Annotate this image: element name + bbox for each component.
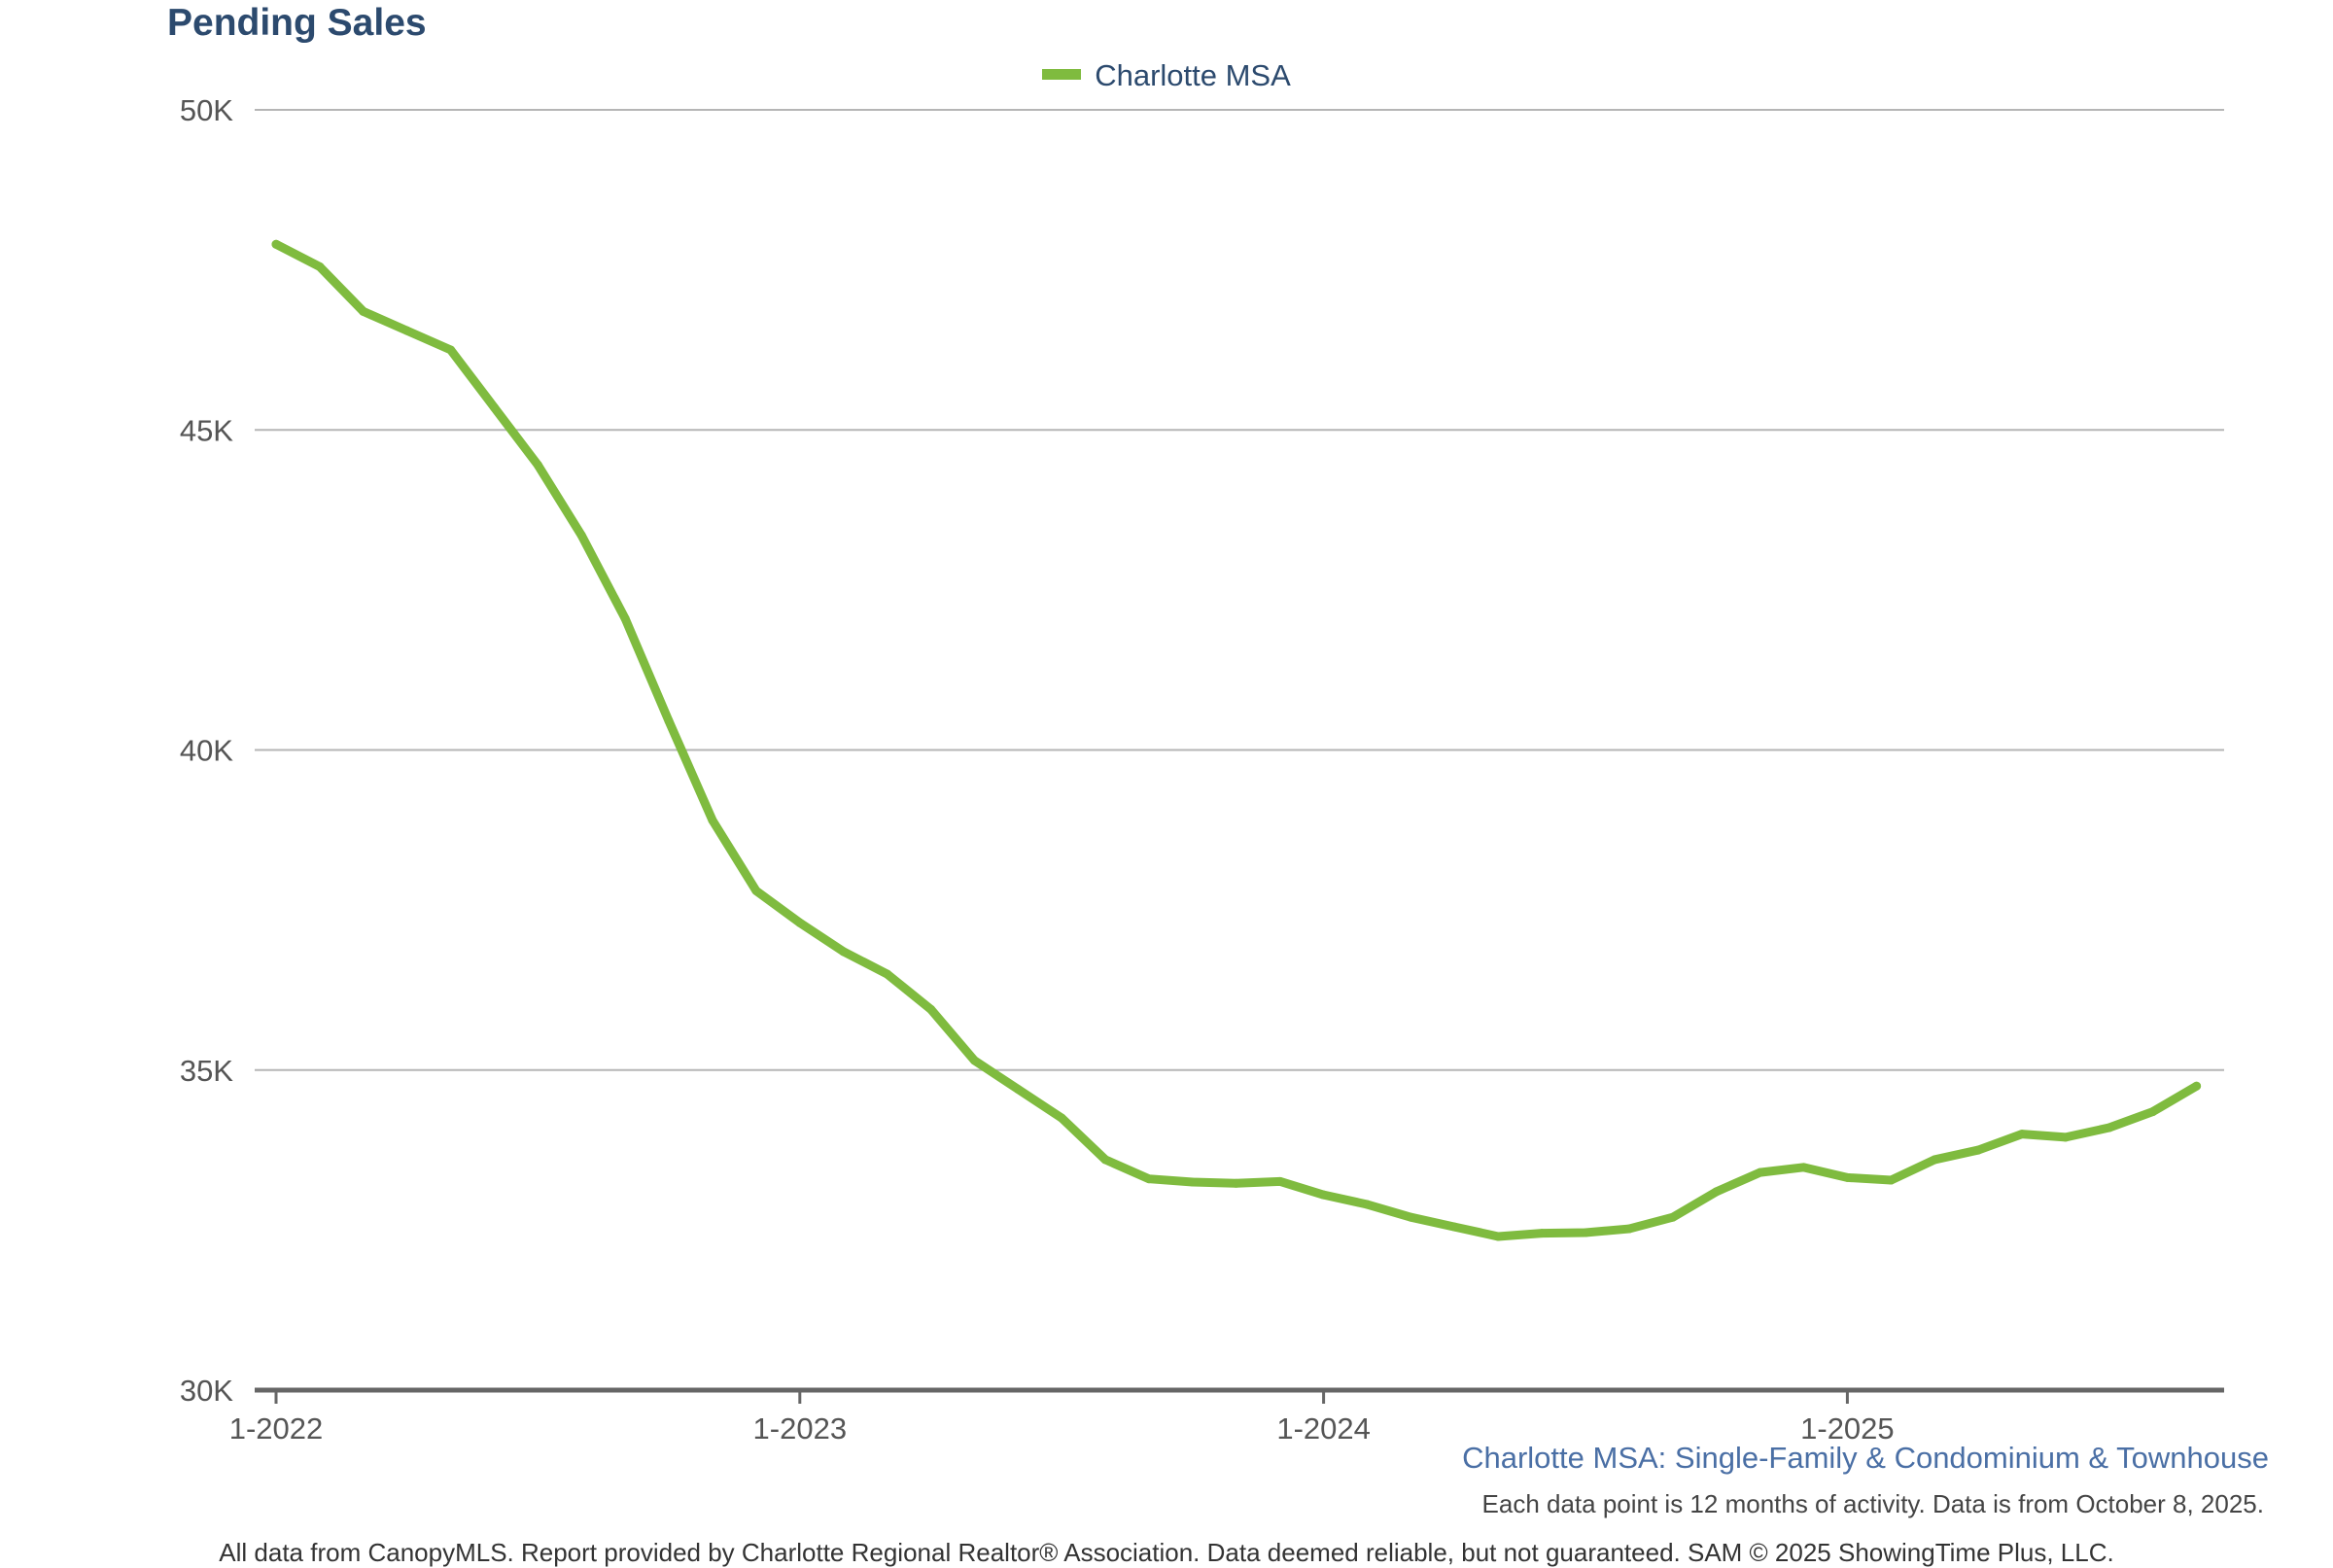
y-tick-label-30K: 30K <box>180 1374 233 1408</box>
data-point-6-2022 <box>490 402 499 412</box>
data-point-5-2025 <box>2017 1130 2027 1139</box>
x-tick-label-1-2025: 1-2025 <box>1800 1411 1895 1446</box>
data-point-5-2024 <box>1493 1232 1503 1241</box>
data-point-6-2025 <box>2061 1132 2071 1142</box>
series-line-charlotte-msa <box>271 239 2202 1241</box>
footer-disclaimer: All data from CanopyMLS. Report provided… <box>219 1538 2114 1567</box>
data-point-3-2023 <box>883 969 892 979</box>
data-point-10-2023 <box>1188 1177 1198 1187</box>
data-note: Each data point is 12 months of activity… <box>1481 1489 2264 1518</box>
y-tick-label-45K: 45K <box>180 413 233 447</box>
data-point-4-2022 <box>402 326 412 335</box>
data-point-3-2024 <box>1406 1212 1415 1222</box>
data-point-9-2024 <box>1668 1212 1678 1222</box>
data-point-12-2022 <box>751 886 761 895</box>
data-point-4-2024 <box>1449 1222 1459 1232</box>
data-point-1-2024 <box>1319 1190 1329 1200</box>
data-point-1-2023 <box>795 918 805 927</box>
series-layer <box>271 239 2202 1241</box>
data-point-7-2022 <box>533 460 542 470</box>
data-point-2-2022 <box>315 261 325 271</box>
data-point-1-2025 <box>1842 1172 1852 1182</box>
data-point-2-2025 <box>1886 1175 1896 1185</box>
data-point-3-2025 <box>1930 1155 1939 1165</box>
x-tick-label-1-2024: 1-2024 <box>1276 1411 1371 1446</box>
data-point-9-2022 <box>620 614 630 624</box>
data-point-7-2024 <box>1581 1228 1590 1237</box>
legend-swatch-charlotte-msa <box>1042 69 1082 81</box>
data-point-12-2023 <box>1275 1176 1285 1186</box>
data-point-3-2022 <box>359 306 368 316</box>
data-point-7-2025 <box>2105 1123 2114 1132</box>
data-point-5-2023 <box>969 1056 979 1065</box>
chart-title: Pending Sales <box>167 2 427 44</box>
data-point-10-2022 <box>664 716 674 726</box>
chart-subtitle: Charlotte MSA: Single-Family & Condomini… <box>1462 1441 2269 1475</box>
gridlines <box>255 109 2224 1071</box>
data-point-2-2023 <box>839 947 849 957</box>
data-point-8-2024 <box>1624 1224 1634 1234</box>
data-point-4-2025 <box>1973 1145 1983 1155</box>
data-point-9-2025 <box>2192 1081 2202 1091</box>
x-tick-label-1-2023: 1-2023 <box>753 1411 848 1446</box>
y-axis-labels: 30K 35K 40K 45K 50K <box>180 93 233 1408</box>
data-point-8-2022 <box>576 531 586 540</box>
data-point-9-2023 <box>1144 1174 1154 1184</box>
legend-label-charlotte-msa: Charlotte MSA <box>1095 58 1291 92</box>
data-point-5-2022 <box>446 345 456 355</box>
data-point-11-2022 <box>708 816 717 825</box>
y-tick-label-35K: 35K <box>180 1054 233 1088</box>
data-point-12-2024 <box>1799 1163 1808 1172</box>
data-point-11-2023 <box>1232 1178 1241 1188</box>
y-tick-label-40K: 40K <box>180 734 233 768</box>
data-point-1-2022 <box>271 239 281 249</box>
data-point-6-2023 <box>1013 1085 1023 1095</box>
x-axis: 1-2022 1-2023 1-2024 1-2025 <box>229 1387 2224 1446</box>
legend: Charlotte MSA <box>0 58 2333 93</box>
data-point-10-2024 <box>1712 1187 1722 1197</box>
data-point-8-2023 <box>1100 1155 1110 1165</box>
data-point-8-2025 <box>2148 1107 2158 1117</box>
data-point-11-2024 <box>1756 1167 1765 1177</box>
data-point-4-2023 <box>926 1004 935 1014</box>
y-tick-label-50K: 50K <box>180 93 233 127</box>
x-tick-label-1-2022: 1-2022 <box>229 1411 324 1446</box>
data-point-7-2023 <box>1057 1113 1066 1123</box>
data-point-6-2024 <box>1537 1229 1547 1238</box>
data-point-2-2024 <box>1363 1200 1372 1209</box>
